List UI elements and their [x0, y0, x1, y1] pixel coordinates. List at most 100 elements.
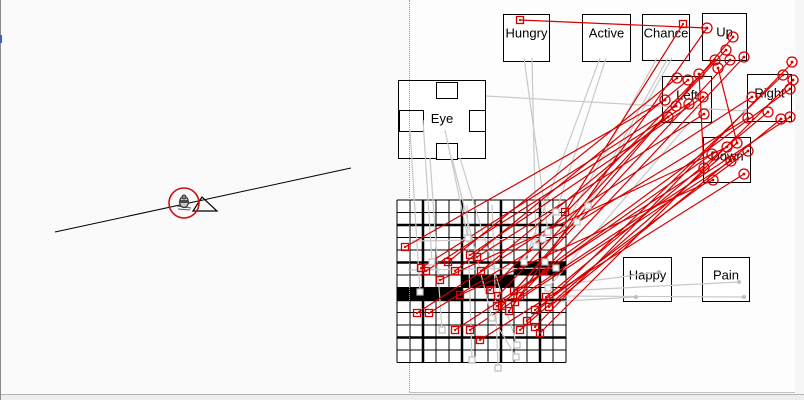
red-node-dot — [687, 102, 691, 106]
red-terminal-square-dot — [544, 295, 548, 299]
red-terminal-square-dot — [403, 245, 407, 249]
red-terminal-square-dot — [496, 294, 500, 298]
red-node-circle[interactable] — [725, 155, 737, 167]
world-panel — [1, 0, 409, 394]
node-box-hungry[interactable]: Hungry — [503, 14, 550, 62]
red-node-circle[interactable] — [682, 74, 694, 86]
red-node-circle[interactable] — [731, 137, 743, 149]
red-node-circle[interactable] — [659, 94, 671, 106]
red-node-circle[interactable] — [693, 68, 705, 80]
red-connection — [447, 77, 678, 263]
red-node-dot — [742, 172, 746, 176]
gray-terminal-square — [544, 228, 552, 236]
red-terminal-square — [443, 257, 453, 267]
red-node-circle[interactable] — [746, 91, 758, 103]
red-node-circle[interactable] — [786, 56, 798, 68]
bug-stripe — [179, 200, 189, 203]
red-terminal-square-dot — [533, 325, 537, 329]
red-node-dot — [711, 178, 715, 182]
red-terminal-square — [450, 266, 460, 276]
red-node-circle[interactable] — [738, 51, 750, 63]
red-terminal-square — [400, 242, 410, 252]
gray-terminal-square — [494, 364, 502, 372]
node-box-right[interactable]: Right — [747, 74, 792, 122]
red-node-circle[interactable] — [697, 91, 709, 103]
node-box-active[interactable]: Active — [582, 14, 631, 62]
gray-terminal-square — [552, 264, 560, 272]
node-box-pain[interactable]: Pain — [702, 257, 750, 302]
red-terminal-square — [515, 291, 525, 301]
red-terminal-square — [522, 316, 532, 326]
red-terminal-square — [530, 322, 540, 332]
red-node-dot — [731, 35, 735, 39]
red-node-dot — [686, 78, 690, 82]
red-terminal-square — [450, 325, 460, 335]
gray-connection — [491, 204, 499, 369]
retina-cell-filled[interactable] — [501, 275, 514, 288]
red-terminal-square — [493, 291, 503, 301]
red-node-circle[interactable] — [701, 22, 713, 34]
red-node-circle[interactable] — [724, 54, 736, 66]
gray-terminal-square — [532, 242, 540, 250]
red-node-circle[interactable] — [784, 111, 796, 123]
red-node-circle[interactable] — [742, 145, 754, 157]
red-node-dot — [791, 78, 795, 82]
red-node-circle[interactable] — [662, 111, 674, 123]
retina-cell-filled[interactable] — [397, 287, 410, 301]
retina-cell-filled[interactable] — [423, 287, 436, 301]
red-node-circle[interactable] — [698, 108, 710, 120]
red-node-circle[interactable] — [721, 141, 733, 153]
eye-receptor-2 — [469, 110, 486, 132]
gray-connection — [547, 123, 689, 289]
red-terminal-square — [476, 266, 486, 276]
red-node-circle[interactable] — [762, 106, 774, 118]
red-connection — [439, 146, 728, 281]
gray-connection — [523, 57, 601, 263]
red-node-circle[interactable] — [698, 162, 710, 174]
gray-connection — [547, 296, 637, 303]
red-connection — [513, 59, 731, 292]
red-node-circle[interactable] — [720, 44, 732, 56]
red-node-circle[interactable] — [712, 62, 724, 74]
node-box-happy[interactable]: Happy — [623, 257, 672, 302]
red-connection — [459, 179, 714, 296]
red-node-circle[interactable] — [709, 54, 721, 66]
red-node-circle[interactable] — [787, 74, 799, 86]
red-node-dot — [713, 58, 717, 62]
food-triangle — [191, 196, 219, 212]
red-node-circle[interactable] — [671, 72, 683, 84]
red-node-circle[interactable] — [738, 168, 750, 180]
red-node-dot — [766, 110, 770, 114]
red-node-circle[interactable] — [683, 98, 695, 110]
red-node-circle[interactable] — [727, 31, 739, 43]
red-node-circle[interactable] — [777, 69, 789, 81]
red-terminal-square — [541, 292, 551, 302]
red-node-circle[interactable] — [742, 112, 754, 124]
agent-selection-ring[interactable] — [168, 187, 200, 219]
red-node-circle[interactable] — [707, 174, 719, 186]
panel-splitter[interactable] — [409, 0, 410, 392]
node-box-up[interactable]: Up — [702, 13, 747, 61]
red-connection — [542, 88, 791, 272]
bug-head — [181, 194, 187, 200]
red-node-dot — [750, 95, 754, 99]
gray-connection — [407, 267, 557, 271]
red-connection — [501, 36, 734, 307]
red-terminal-square — [535, 328, 545, 338]
node-box-eye[interactable]: Eye — [398, 80, 486, 160]
red-node-circle[interactable] — [670, 100, 682, 112]
network-panel-border — [409, 392, 795, 393]
gray-terminal-square — [464, 234, 472, 242]
gray-connection — [466, 204, 473, 361]
red-terminal-square — [424, 308, 434, 318]
gray-terminal-dot — [737, 280, 741, 284]
gray-terminal-square — [438, 326, 446, 334]
red-terminal-square — [412, 308, 422, 318]
red-node-dot — [735, 141, 739, 145]
red-node-circle[interactable] — [706, 148, 718, 160]
gray-terminal-square — [573, 218, 581, 226]
gray-terminal-dot — [742, 295, 746, 299]
red-terminal-square-dot — [488, 288, 492, 292]
gray-terminal-square — [539, 235, 547, 243]
gray-connection — [587, 57, 673, 207]
